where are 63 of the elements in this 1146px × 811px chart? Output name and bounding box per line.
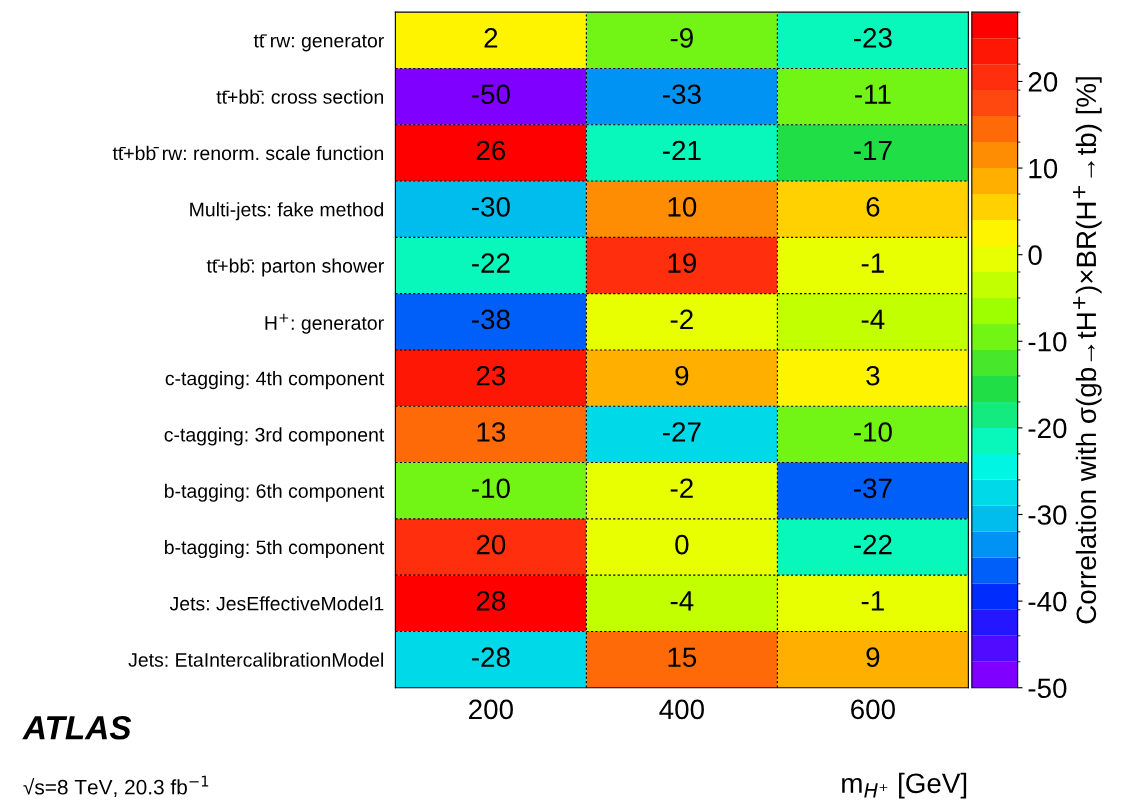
data-label: -22 [472, 253, 510, 273]
color-bar-label: -10 [1028, 331, 1067, 352]
y-tick-label: c-tagging: 3rd component [164, 427, 385, 446]
data-label: 9 [866, 647, 880, 668]
color-bar-label: 0 [1028, 245, 1042, 266]
data-label: -50 [472, 84, 510, 105]
data-label: 23 [476, 365, 506, 386]
data-label: 15 [668, 647, 697, 668]
data-label: -33 [663, 84, 701, 105]
data-label: -2 [670, 309, 693, 329]
x-axis-title: m$_{H⁺}$ [GeV] [842, 772, 967, 799]
y-tick-label: tt̄+bb̄ rw: renorm. scale function [112, 145, 384, 161]
data-label: 20 [476, 534, 506, 555]
data-label: -38 [472, 309, 510, 330]
data-label: 26 [476, 140, 506, 161]
data-label: -37 [854, 478, 892, 499]
data-label: 13 [477, 422, 506, 442]
y-tick-label: Jets: JesEffectiveModel1 [169, 596, 384, 611]
data-label: -4 [670, 591, 694, 611]
x-tick-label: 200 [469, 699, 513, 720]
data-label: -30 [472, 196, 510, 217]
y-tick-label: tt̄+bb̄: parton shower [206, 258, 384, 277]
data-label: 0 [675, 534, 689, 555]
data-label: -23 [854, 28, 892, 48]
color-bar-label: 20 [1028, 72, 1058, 92]
color-bar-label: -40 [1028, 591, 1067, 612]
y-tick-label: Multi-jets: fake method [190, 202, 384, 221]
data-label: -1 [861, 253, 884, 273]
color-bar-label: -20 [1028, 418, 1067, 439]
data-label: 2 [484, 28, 498, 48]
data-label: -21 [663, 140, 701, 161]
data-label: -28 [472, 647, 510, 668]
data-label: -10 [472, 478, 510, 499]
color-bar-label: 10 [1029, 158, 1058, 179]
data-label: 3 [866, 365, 880, 386]
x-tick-label: 600 [851, 699, 895, 720]
data-label: 28 [476, 591, 506, 611]
data-label: -17 [854, 140, 892, 161]
data-label: -9 [670, 28, 693, 48]
data-label: -1 [861, 591, 884, 611]
y-tick-label: H$^{+}$: generator [265, 313, 384, 334]
y-tick-label: b-tagging: 6th component [165, 483, 385, 502]
y-tick-label: Jets: EtaIntercalibrationModel [128, 652, 383, 667]
color-bar-label: -50 [1028, 678, 1067, 699]
data-label: -22 [854, 534, 892, 555]
data-label: -4 [861, 309, 885, 329]
data-label: 10 [668, 196, 697, 217]
color-bar-title: Correlation with σ(gb→tH$^{+}$)×BR(H$^{+}$→tb) [%] [1073, 77, 1102, 624]
x-tick-label: 400 [659, 699, 704, 720]
data-label: -2 [670, 478, 693, 498]
y-tick-label: tt̄+bb̄: cross section [216, 89, 383, 104]
y-tick-label: c-tagging: 4th component [165, 371, 385, 390]
data-label: -11 [855, 84, 891, 104]
data-label: 19 [668, 253, 696, 273]
y-tick-label: tt̄ rw: generator [253, 34, 384, 52]
data-label: -10 [854, 422, 892, 442]
color-bar-label: -30 [1028, 505, 1067, 525]
text: ATLAS [22, 715, 132, 740]
y-tick-label: b-tagging: 5th component [165, 539, 385, 559]
data-label: 6 [866, 196, 880, 217]
text: √s=8 TeV, 20.3 fb$^{−1}$ [23, 775, 209, 798]
data-label: 9 [675, 365, 689, 386]
data-label: -27 [663, 422, 701, 442]
